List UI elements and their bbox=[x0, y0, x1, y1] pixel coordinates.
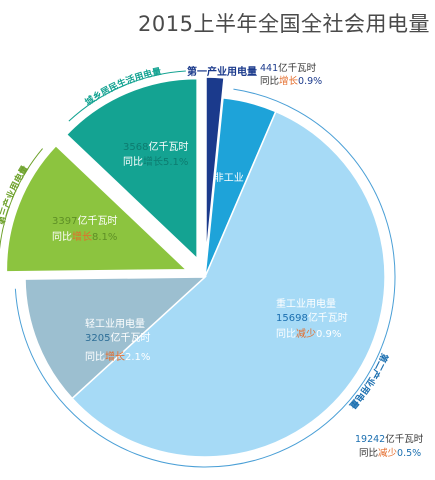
change-residential: 同比增长5.1% bbox=[123, 155, 188, 168]
slice-label-light-industry: 轻工业用电量 bbox=[85, 317, 145, 330]
change-primary: 同比增长0.9% bbox=[260, 75, 322, 87]
value-tertiary: 3397亿千瓦时 bbox=[52, 214, 117, 227]
value-secondary-industry: 19242亿千瓦时 bbox=[355, 433, 424, 445]
pie-slice-primary bbox=[205, 76, 225, 258]
change-light-industry: 同比增长2.1% bbox=[85, 350, 150, 363]
pie-slices bbox=[5, 76, 386, 458]
pie-slice-light-industry bbox=[24, 276, 207, 400]
change-heavy-industry: 同比减少0.9% bbox=[276, 328, 341, 340]
chart-title: 2015上半年全国全社会用电量 bbox=[138, 12, 430, 36]
change-tertiary: 同比增长8.1% bbox=[52, 230, 117, 243]
secondary-industry-arc bbox=[14, 88, 396, 468]
slice-label-heavy-industry: 重工业用电量 bbox=[276, 297, 336, 310]
slice-label-non-industrial: 非工业 bbox=[214, 172, 244, 184]
value-heavy-industry: 15698亿千瓦时 bbox=[276, 311, 348, 324]
value-residential: 3568亿千瓦时 bbox=[123, 140, 188, 153]
residential-arc bbox=[68, 70, 186, 122]
tertiary-arc bbox=[0, 148, 43, 250]
slice-label-primary: 第一产业用电量 bbox=[187, 65, 257, 78]
value-light-industry: 3205亿千瓦时 bbox=[85, 331, 150, 344]
pie-slice-residential bbox=[65, 77, 198, 261]
change-secondary-industry: 同比减少0.5% bbox=[359, 447, 421, 459]
pie-slice-heavy-industry bbox=[71, 110, 386, 458]
value-primary: 441亿千瓦时 bbox=[260, 62, 317, 74]
pie-slice-tertiary bbox=[5, 144, 189, 273]
